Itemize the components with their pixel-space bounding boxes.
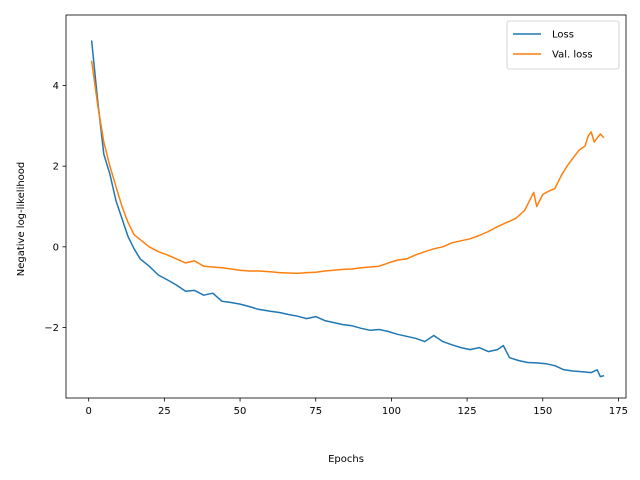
y-tick-label: 2 [53, 162, 59, 173]
x-tick-label: 125 [458, 406, 477, 417]
series-line-val-loss [90, 60, 605, 275]
x-tick-label: 25 [158, 406, 171, 417]
x-tick-label: 0 [86, 406, 92, 417]
legend-label: Val. loss [552, 50, 593, 61]
y-axis-ticks: −2 0 2 4 [44, 81, 66, 334]
x-tick-label: 50 [234, 406, 247, 417]
x-axis-label: Epochs [328, 454, 364, 465]
legend: Loss Val. loss [506, 20, 620, 70]
x-axis-ticks: 0 25 50 75 100 125 150 175 [86, 398, 628, 417]
x-tick-label: 100 [382, 406, 401, 417]
x-tick-label: 75 [309, 406, 322, 417]
y-tick-label: 0 [53, 242, 59, 253]
y-tick-label: 4 [53, 81, 59, 92]
y-axis-label: Negative log-likelihood [16, 162, 27, 277]
series-line-loss [90, 40, 605, 378]
x-tick-label: 175 [609, 406, 628, 417]
y-tick-label: −2 [44, 323, 59, 334]
x-tick-label: 150 [533, 406, 552, 417]
legend-box [506, 20, 620, 70]
legend-label: Loss [552, 30, 574, 41]
plot-frame [65, 14, 627, 399]
series-group [90, 40, 605, 378]
plot-background [66, 15, 626, 398]
plot-area [66, 15, 626, 398]
